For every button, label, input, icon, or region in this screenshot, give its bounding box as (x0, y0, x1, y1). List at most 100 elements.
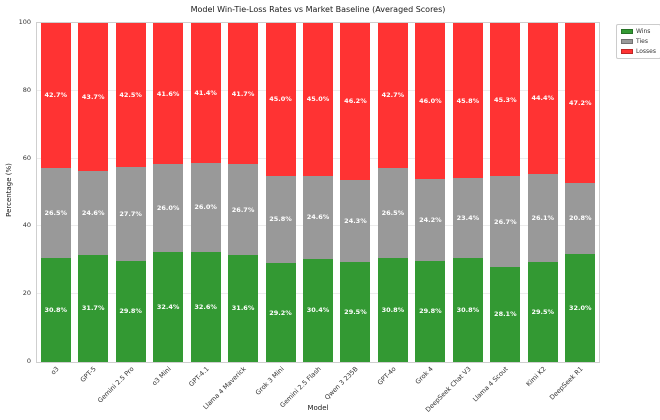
bar-value-label: 32.0% (568, 303, 592, 312)
bar-value-label: 20.8% (568, 214, 592, 223)
stacked-bar: 46.0% 24.2% 29.8% (415, 23, 446, 362)
bar-segment-ties: 24.2% (415, 178, 446, 261)
bar-segment-ties: 26.5% (40, 167, 71, 258)
bar-value-label: 26.0% (194, 203, 217, 212)
x-axis-label: Model (307, 404, 329, 412)
bar-value-label: 46.0% (419, 96, 442, 105)
bar-value-label: 23.4% (456, 213, 480, 222)
legend-swatch-ties (621, 39, 633, 44)
bar-value-label: 30.4% (306, 306, 330, 315)
bar-segment-ties: 26.5% (377, 167, 408, 258)
bar-segment-ties: 26.0% (190, 163, 221, 252)
bar-value-label: 25.8% (269, 215, 292, 224)
bar-segment-losses: 46.2% (340, 23, 371, 180)
bar-segment-wins: 30.8% (40, 257, 71, 362)
bar-value-label: 26.5% (381, 208, 405, 217)
bar-value-label: 26.0% (156, 204, 180, 213)
bar-segment-wins: 29.8% (415, 260, 446, 362)
legend-item-wins: Wins (621, 28, 656, 35)
bar-value-label: 42.7% (44, 91, 67, 100)
bar-segment-ties: 26.7% (490, 176, 521, 267)
chart-title: Model Win-Tie-Loss Rates vs Market Basel… (190, 5, 446, 14)
bar-segment-ties: 26.7% (228, 164, 259, 255)
stacked-bar: 42.7% 26.5% 30.8% (377, 23, 408, 362)
stacked-bar: 41.6% 26.0% 32.4% (153, 23, 184, 362)
bar-segment-wins: 30.8% (452, 257, 483, 362)
bar-segment-wins: 29.2% (265, 263, 296, 362)
bar-value-label: 45.8% (456, 96, 480, 105)
stacked-bar: 42.5% 27.7% 29.8% (115, 23, 146, 362)
bar-value-label: 26.7% (494, 217, 517, 226)
legend-swatch-losses (621, 49, 633, 54)
stacked-bar: 45.0% 25.8% 29.2% (265, 23, 296, 362)
bar-value-label: 41.4% (194, 89, 217, 98)
bar-value-label: 29.5% (531, 308, 555, 316)
bar-value-label: 30.8% (381, 305, 405, 314)
bar-value-label: 31.6% (231, 304, 255, 313)
bar-segment-ties: 26.0% (153, 164, 184, 253)
bar-segment-ties: 24.3% (340, 179, 371, 262)
plot-area: 42.7% 26.5% 30.8% 43.7% 24.6% 31.7% 42.5% 27.7%… (36, 22, 600, 363)
bar-segment-losses: 42.7% (377, 23, 408, 168)
stacked-bar: 46.2% 24.3% 29.5% (340, 23, 371, 362)
y-tick-label: 20 (22, 289, 31, 298)
bar-value-label: 32.4% (156, 303, 180, 312)
bar-value-label: 42.5% (119, 91, 142, 100)
bar-value-label: 26.1% (531, 213, 555, 222)
stacked-bar: 45.3% 26.7% 28.1% (490, 23, 521, 362)
bar-value-label: 45.3% (494, 95, 517, 104)
bar-segment-wins: 32.6% (190, 251, 221, 362)
bar-value-label: 31.7% (81, 304, 105, 313)
bar-segment-wins: 32.0% (565, 253, 596, 362)
bar-segment-losses: 45.0% (265, 23, 296, 176)
legend-label-ties: Ties (636, 38, 648, 45)
bar-segment-ties: 24.6% (303, 175, 333, 259)
bar-segment-ties: 20.8% (565, 183, 596, 254)
bar-segment-losses: 41.6% (153, 23, 184, 165)
bar-segment-wins: 31.7% (78, 254, 109, 362)
bar-segment-losses: 41.7% (228, 23, 259, 165)
y-tick-label: 100 (18, 18, 31, 26)
legend-label-wins: Wins (636, 28, 651, 35)
bar-segment-wins: 29.5% (340, 262, 371, 362)
bar-segment-wins: 32.4% (153, 252, 184, 362)
bar-value-label: 43.7% (81, 93, 105, 102)
bar-segment-losses: 43.7% (78, 23, 109, 172)
bar-value-label: 46.2% (344, 97, 367, 106)
bar-segment-wins: 30.4% (303, 258, 333, 362)
bar-segment-losses: 45.0% (303, 23, 333, 176)
y-tick-label: 80 (22, 85, 31, 94)
bar-segment-ties: 26.1% (527, 173, 558, 262)
bar-value-label: 24.6% (306, 213, 330, 222)
bar-value-label: 24.6% (81, 208, 105, 217)
bar-value-label: 41.7% (231, 89, 255, 98)
bar-segment-losses: 47.2% (565, 23, 596, 184)
legend-swatch-wins (621, 29, 633, 34)
bar-value-label: 45.0% (306, 95, 330, 104)
legend-label-losses: Losses (636, 48, 656, 55)
bar-segment-wins: 29.5% (527, 262, 558, 362)
bar-value-label: 47.2% (568, 99, 592, 108)
y-tick-label: 0 (26, 357, 31, 365)
bar-segment-ties: 25.8% (265, 175, 296, 264)
bar-value-label: 42.7% (381, 91, 405, 100)
y-tick-label: 40 (22, 221, 31, 230)
bar-value-label: 29.2% (269, 308, 292, 317)
bar-segment-wins: 31.6% (228, 254, 259, 362)
bar-segment-wins: 28.1% (490, 266, 521, 362)
bar-segment-losses: 42.7% (40, 23, 71, 168)
bar-segment-losses: 45.3% (490, 23, 521, 177)
stacked-bar: 47.2% 20.8% 32.0% (565, 23, 596, 362)
stacked-bar: 41.4% 26.0% 32.6% (190, 23, 221, 362)
bar-segment-losses: 46.0% (415, 23, 446, 179)
bar-value-label: 26.7% (231, 205, 255, 214)
y-tick-label: 60 (22, 153, 31, 162)
stacked-bar: 43.7% 24.6% 31.7% (78, 23, 109, 362)
bar-value-label: 44.4% (531, 94, 555, 103)
stacked-bar: 44.4% 26.1% 29.5% (527, 23, 558, 362)
bar-value-label: 26.5% (44, 208, 67, 217)
bar-value-label: 29.5% (344, 308, 367, 316)
stacked-bar: 45.0% 24.6% 30.4% (303, 23, 333, 362)
bar-value-label: 41.6% (156, 89, 180, 98)
bar-value-label: 28.1% (494, 310, 517, 319)
